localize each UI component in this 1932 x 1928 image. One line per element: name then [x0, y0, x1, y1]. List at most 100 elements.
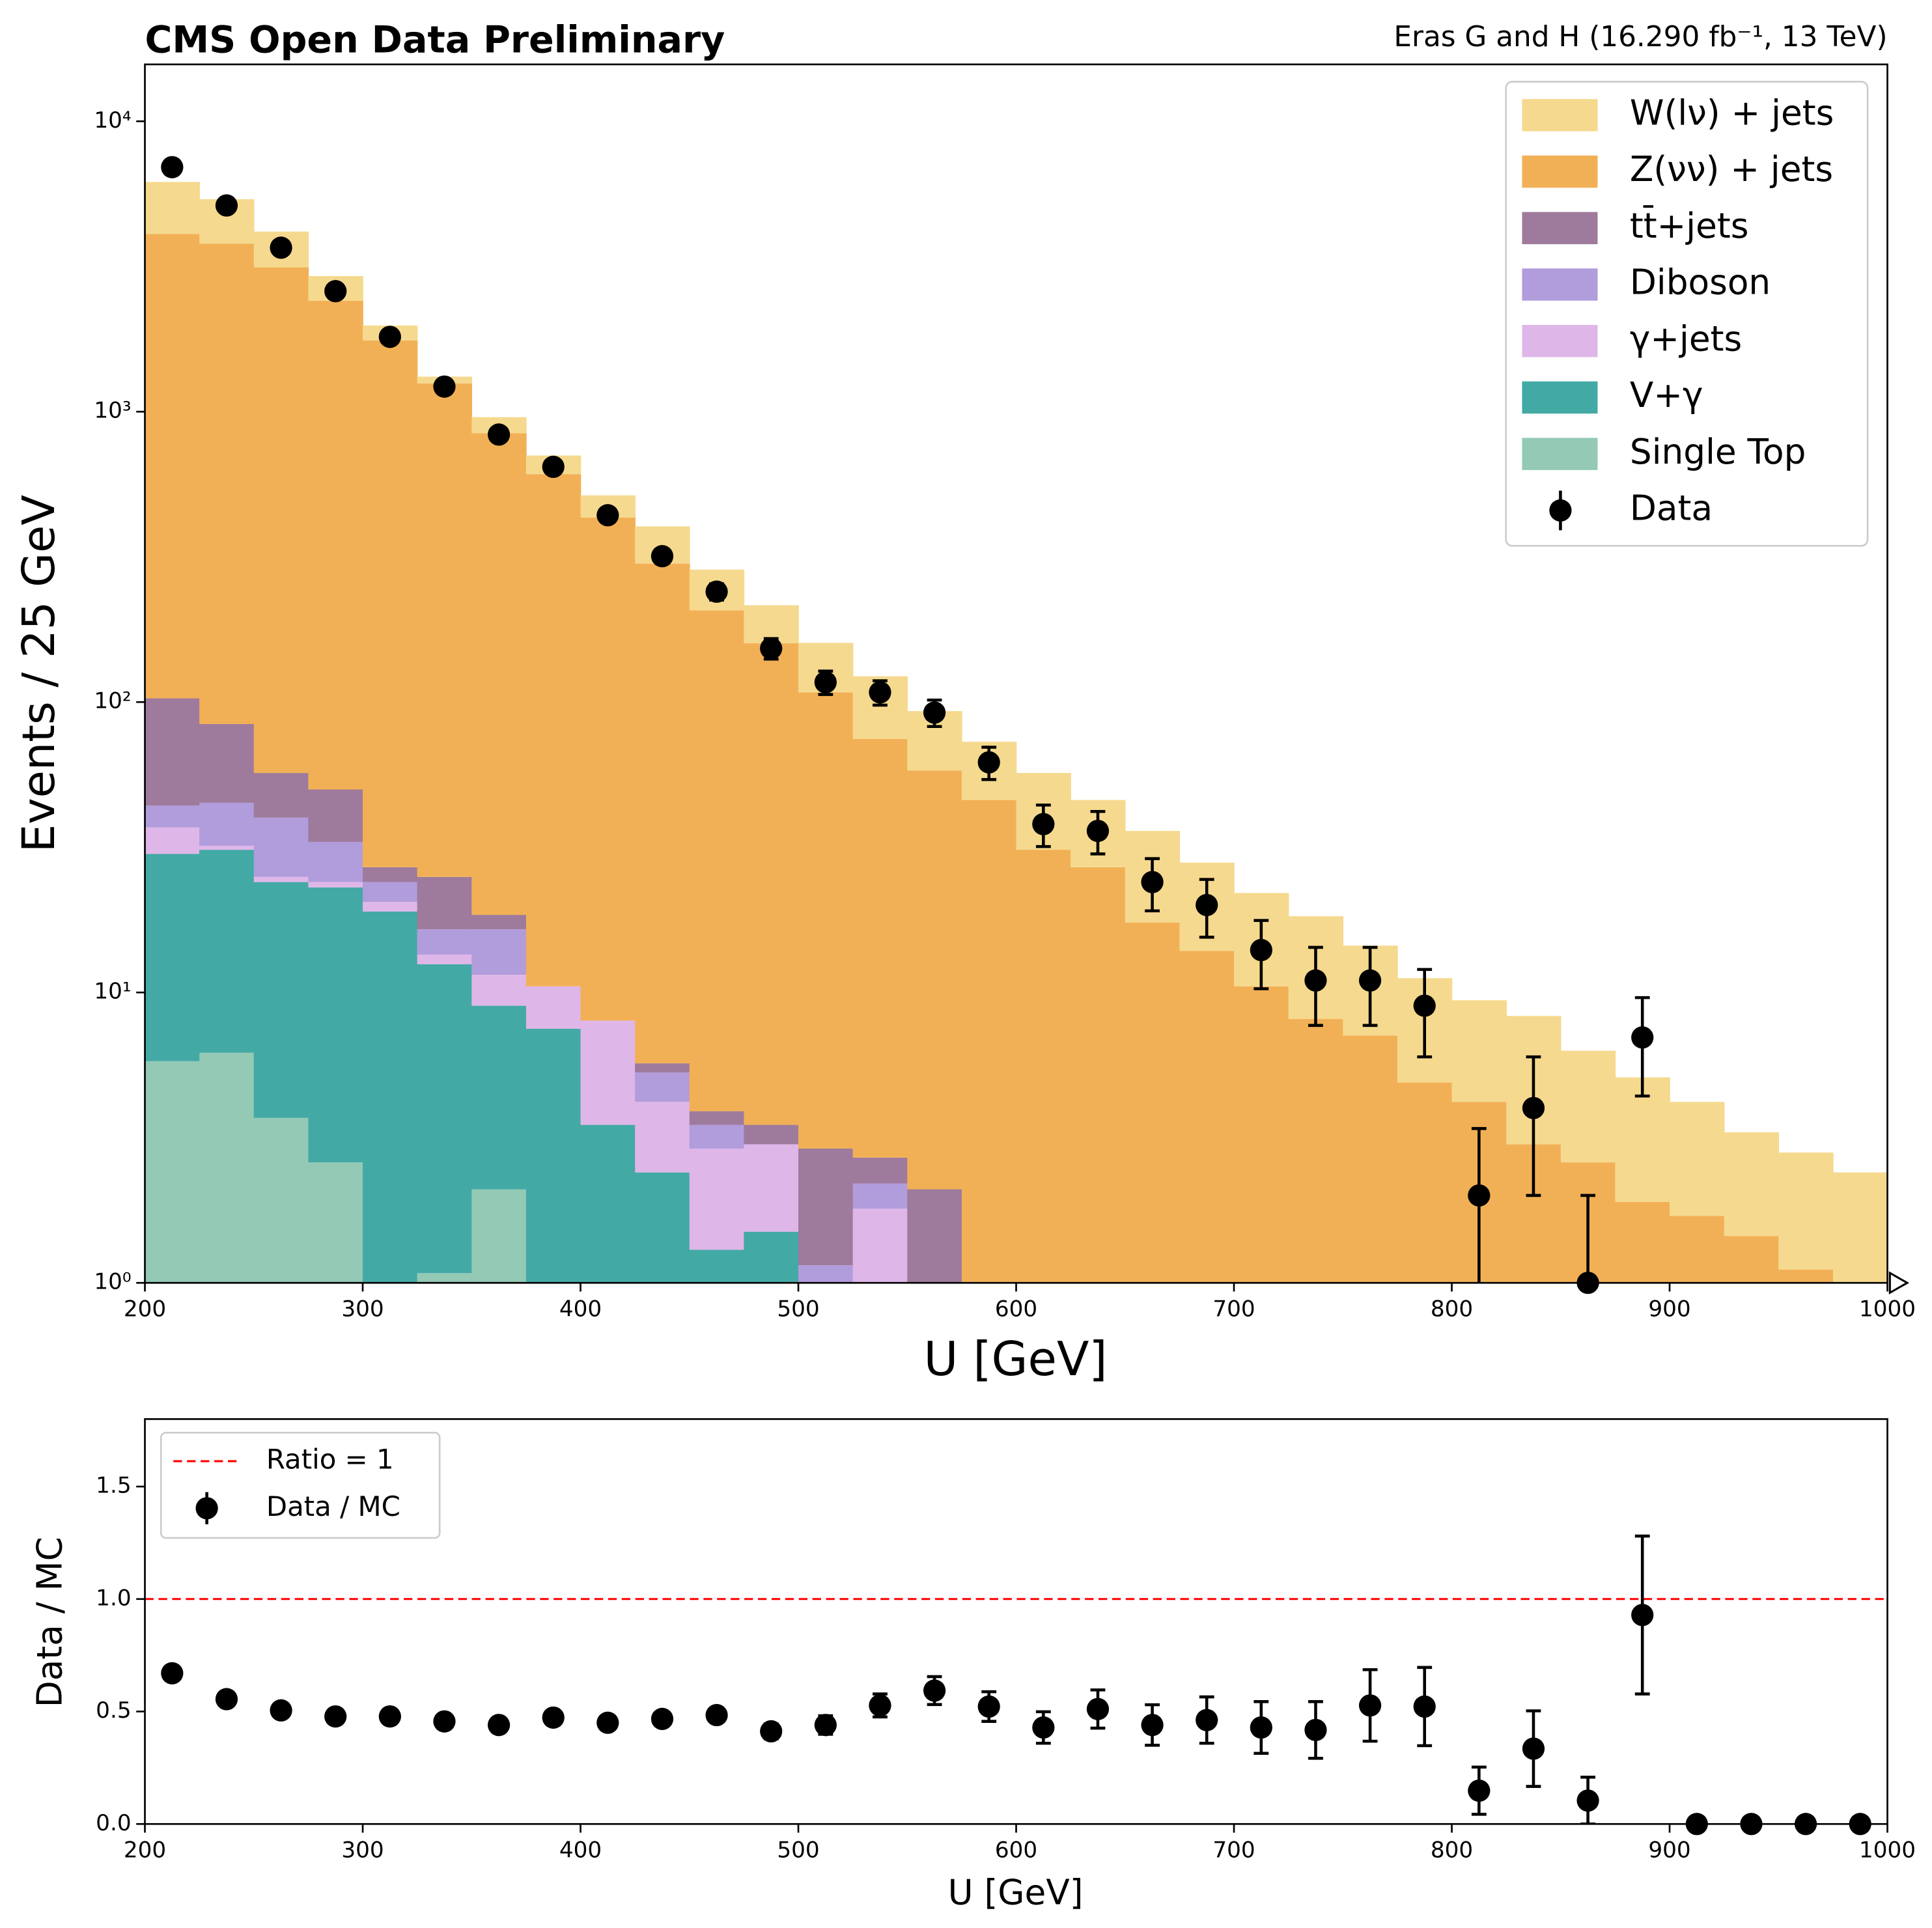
data-point	[487, 1714, 511, 1737]
data-point	[378, 326, 401, 348]
stack-bar	[1670, 1102, 1725, 1216]
x-tick-label: 1000	[1859, 1296, 1916, 1322]
data-point	[215, 1688, 238, 1711]
stack-bar	[852, 1157, 908, 1184]
stack-bar	[580, 1125, 636, 1283]
legend-label: Data	[1630, 488, 1713, 529]
stack-bar	[253, 1117, 309, 1283]
data-point	[923, 701, 946, 724]
y-tick-label: 1.0	[96, 1585, 131, 1611]
stack-bar	[525, 986, 581, 1029]
data-point	[1250, 1716, 1272, 1739]
data-point	[705, 1703, 728, 1727]
data-point	[161, 1662, 184, 1684]
y-axis-label: Data / MC	[30, 1537, 70, 1707]
legend-swatch	[1522, 268, 1598, 301]
legend-label: Z(νν) + jets	[1630, 149, 1833, 189]
x-tick-label: 1000	[1859, 1837, 1916, 1864]
stack-bar	[1397, 1082, 1453, 1283]
axes-frame	[144, 63, 1888, 1284]
stack-bar	[635, 563, 690, 1064]
stack-bar	[363, 340, 418, 867]
stack-bar	[308, 882, 363, 887]
stack-bar	[1778, 1269, 1834, 1283]
stack-bar	[1016, 850, 1071, 1283]
data-point	[1032, 813, 1055, 835]
data-point	[1522, 1737, 1545, 1760]
stack-bar	[852, 1183, 908, 1209]
stack-bar	[253, 817, 309, 877]
legend-swatch	[1522, 381, 1598, 414]
stack-bar	[417, 1273, 473, 1283]
legend-box	[1505, 81, 1869, 547]
stack-bar	[417, 876, 473, 930]
stack-bar	[363, 911, 418, 1283]
data-point	[977, 1695, 1000, 1718]
stack-bar	[1343, 1035, 1398, 1283]
data-point	[869, 1694, 891, 1717]
stack-bar	[1125, 922, 1181, 1283]
stack-bar	[471, 433, 527, 915]
stack-bar	[1234, 986, 1289, 1283]
x-tick-label: 800	[1431, 1296, 1473, 1322]
stack-bar	[253, 267, 309, 774]
data-point	[651, 545, 674, 568]
stack-bar	[689, 1111, 745, 1125]
x-tick-label: 400	[559, 1296, 602, 1322]
data-point	[1032, 1716, 1055, 1739]
legend-label: γ+jets	[1630, 318, 1742, 359]
stack-bar	[417, 955, 473, 964]
stack-bar	[852, 1208, 908, 1283]
x-tick-label: 300	[341, 1837, 384, 1864]
stack-bar	[417, 384, 473, 877]
stack-bar	[308, 300, 363, 790]
data-point	[1413, 994, 1436, 1017]
stack-bar	[253, 882, 309, 1118]
stack-bar	[852, 738, 908, 1158]
data-point	[1086, 819, 1110, 843]
data-point	[1250, 938, 1272, 962]
legend-label: Ratio = 1	[266, 1444, 394, 1475]
stack-bar	[1724, 1132, 1780, 1236]
x-axis-label: U [GeV]	[924, 1332, 1108, 1387]
y-tick-label: 10²	[94, 688, 131, 714]
stack-bar	[145, 234, 200, 699]
stack-bar	[1615, 1077, 1670, 1202]
stack-bar	[1179, 951, 1235, 1283]
stack-bar	[1724, 1236, 1780, 1283]
stack-bar	[1778, 1153, 1834, 1270]
x-tick-label: 300	[341, 1296, 384, 1322]
data-point	[1631, 1604, 1654, 1627]
legend-label: Data / MC	[266, 1490, 400, 1522]
stack-bar	[635, 1172, 690, 1283]
stack-bar	[744, 605, 799, 643]
data-point	[869, 681, 891, 704]
legend-label: Diboson	[1630, 262, 1771, 303]
y-tick-label: 10¹	[94, 979, 131, 1005]
stack-bar	[471, 1189, 527, 1283]
stack-bar	[744, 1231, 799, 1283]
data-point	[923, 1679, 946, 1702]
stack-bar	[363, 882, 418, 902]
legend-marker	[1549, 499, 1572, 522]
legend: W(lν) + jets Z(νν) + jets tt̄+jets Diboson γ…	[1505, 81, 1869, 547]
stack-bar	[1071, 867, 1126, 1283]
y-tick-label: 10³	[94, 398, 131, 424]
stack-bar	[961, 800, 1017, 1283]
stack-bar	[199, 850, 255, 1053]
data-point	[433, 375, 456, 398]
stack-bar	[689, 610, 745, 1111]
stack-bar	[1560, 1050, 1616, 1163]
stack-bar	[907, 1189, 962, 1283]
stack-bar	[199, 723, 255, 803]
data-point	[324, 280, 347, 303]
stack-bar	[744, 1144, 799, 1232]
data-point	[814, 1714, 837, 1737]
stack-bar	[744, 1125, 799, 1145]
chart-subtitle: Eras G and H (16.290 fb⁻¹, 13 TeV)	[1393, 20, 1887, 53]
stack-bar	[199, 244, 255, 724]
plot-area	[145, 164, 1888, 1283]
legend-label: tt̄+jets	[1630, 205, 1749, 246]
data-point	[1141, 1714, 1164, 1737]
stack-bar	[1288, 1019, 1344, 1283]
